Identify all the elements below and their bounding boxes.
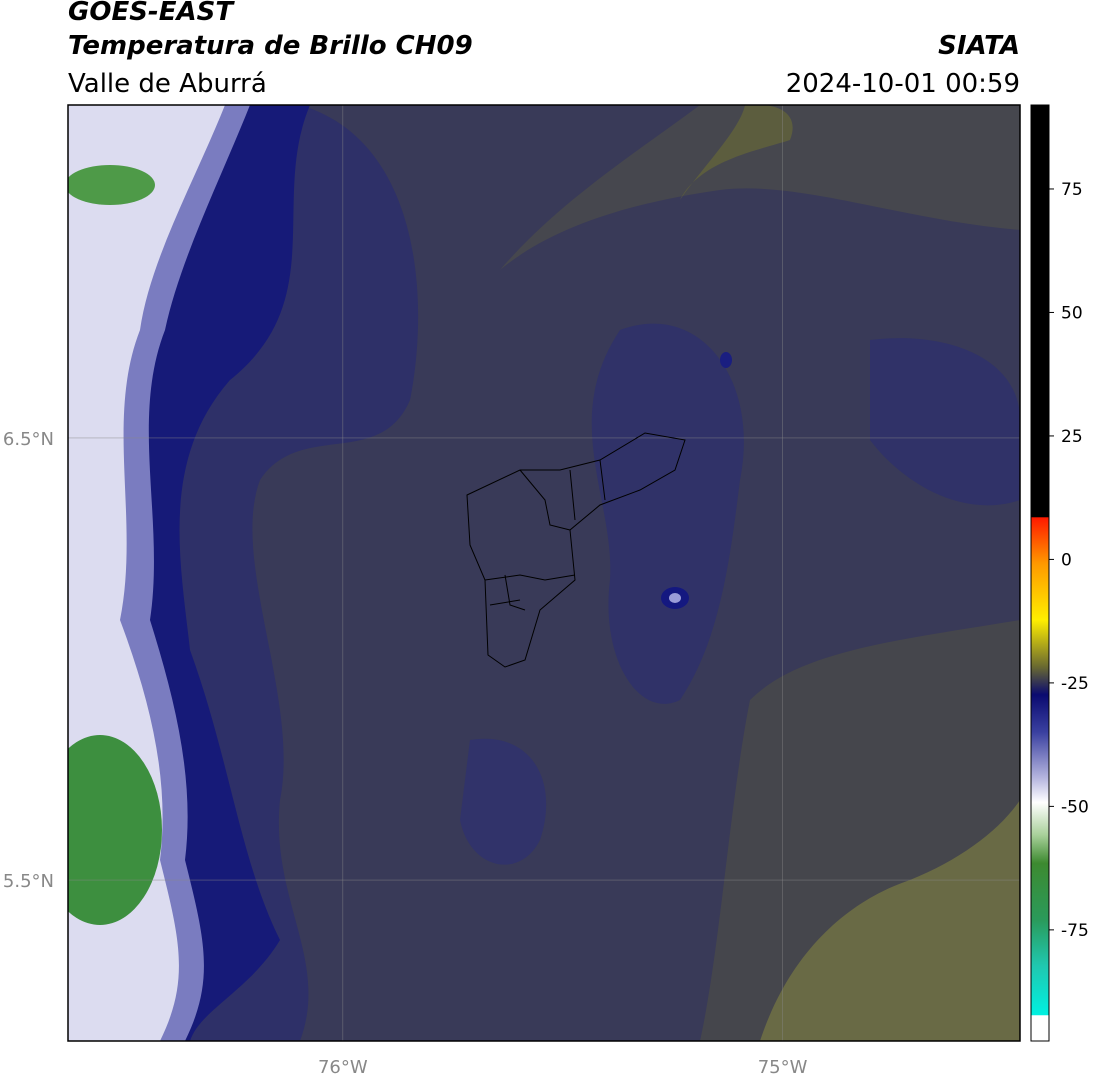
colorbar-tick-label: 25 (1061, 427, 1083, 447)
basin-outline (466, 432, 686, 668)
subtitle: Temperatura de Brillo CH09 (68, 31, 473, 61)
datetime: 2024-10-01 00:59 (786, 69, 1020, 99)
y-tick-label: 6.5°N (3, 429, 54, 450)
colorbar-tick-label: 0 (1061, 550, 1072, 570)
x-tick-label: 76°W (318, 1057, 368, 1078)
colorbar-tick-label: -50 (1061, 797, 1089, 817)
source: SIATA (938, 31, 1020, 61)
region: Valle de Aburrá (68, 69, 267, 99)
map-frame (67, 104, 1021, 1042)
map-imagery (68, 105, 1020, 1041)
grid (68, 105, 1020, 1041)
colorbar-tick-label: -25 (1061, 674, 1089, 694)
colorbar-tick-label: 75 (1061, 180, 1083, 200)
colorbar-tick-label: -75 (1061, 921, 1089, 941)
y-tick-label: 5.5°N (3, 871, 54, 892)
colorbar-tick-label: 50 (1061, 303, 1083, 323)
x-tick-label: 75°W (758, 1057, 808, 1078)
colorbar (1030, 104, 1050, 1042)
title: GOES-EAST (68, 0, 235, 27)
